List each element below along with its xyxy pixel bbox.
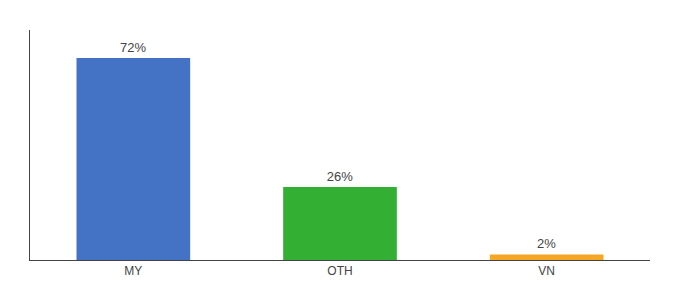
- svg-text:OTH: OTH: [327, 264, 352, 278]
- svg-text:72%: 72%: [120, 40, 146, 55]
- svg-text:26%: 26%: [327, 169, 353, 184]
- svg-text:MY: MY: [124, 264, 142, 278]
- svg-text:VN: VN: [538, 264, 555, 278]
- svg-text:2%: 2%: [537, 236, 556, 251]
